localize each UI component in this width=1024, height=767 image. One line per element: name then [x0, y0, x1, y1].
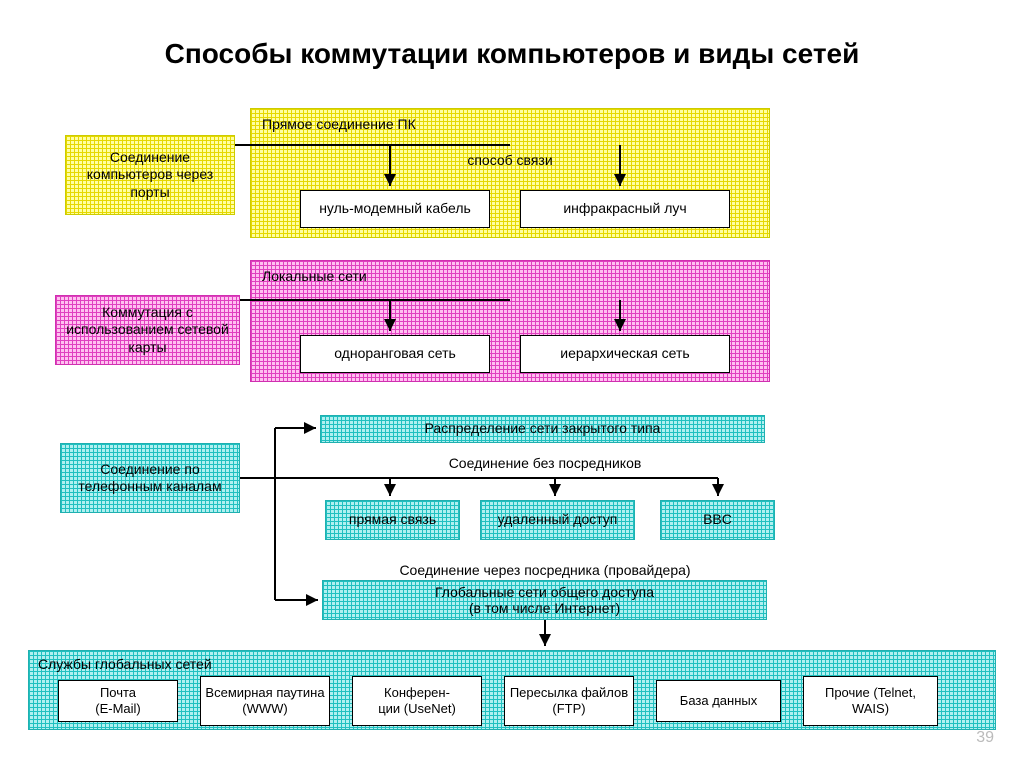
box-infrared: инфракрасный луч — [520, 190, 730, 228]
service-other-label: Прочие (Telnet, WAIS) — [808, 685, 933, 718]
box-ports-connection-label: Соединение компьютеров через порты — [70, 149, 230, 202]
label-via-provider: Соединение через посредника (провайдера) — [330, 562, 760, 578]
box-closed-network: Распределение сети закрытого типа — [320, 415, 765, 443]
box-null-modem-label: нуль-модемный кабель — [319, 200, 471, 218]
box-global-networks-label: Глобальные сети общего доступа (в том чи… — [435, 584, 654, 616]
service-other: Прочие (Telnet, WAIS) — [803, 676, 938, 726]
service-www: Всемирная паутина (WWW) — [200, 676, 330, 726]
box-closed-network-label: Распределение сети закрытого типа — [425, 420, 661, 438]
box-direct-link: прямая связь — [325, 500, 460, 540]
box-infrared-label: инфракрасный луч — [563, 200, 686, 218]
box-remote-access: удаленный доступ — [480, 500, 635, 540]
box-hierarchical-network-label: иерархическая сеть — [560, 345, 689, 363]
service-ftp-label: Пересылка файлов (FTP) — [509, 685, 629, 718]
page-number: 39 — [976, 729, 994, 747]
service-email-label: Почта (E-Mail) — [95, 685, 141, 718]
service-ftp: Пересылка файлов (FTP) — [504, 676, 634, 726]
panel-global-services-title: Службы глобальных сетей — [38, 656, 212, 672]
box-phone-channels: Соединение по телефонным каналам — [60, 443, 240, 513]
service-usenet: Конферен- ции (UseNet) — [352, 676, 482, 726]
panel-direct-pc-title: Прямое соединение ПК — [262, 116, 416, 132]
box-peer-network-label: одноранговая сеть — [334, 345, 456, 363]
service-email: Почта (E-Mail) — [58, 680, 178, 722]
service-www-label: Всемирная паутина (WWW) — [205, 685, 325, 718]
label-no-intermediary: Соединение без посредников — [330, 455, 760, 471]
service-db-label: База данных — [680, 693, 757, 709]
service-db: База данных — [656, 680, 781, 722]
box-hierarchical-network: иерархическая сеть — [520, 335, 730, 373]
label-connection-method: способ связи — [420, 152, 600, 168]
box-phone-channels-label: Соединение по телефонным каналам — [65, 461, 235, 496]
service-usenet-label: Конферен- ции (UseNet) — [378, 685, 456, 718]
box-global-networks: Глобальные сети общего доступа (в том чи… — [322, 580, 767, 620]
box-remote-access-label: удаленный доступ — [498, 511, 618, 529]
box-network-card: Коммутация с использованием сетевой карт… — [55, 295, 240, 365]
box-direct-link-label: прямая связь — [349, 511, 436, 529]
box-null-modem: нуль-модемный кабель — [300, 190, 490, 228]
box-bbc-label: BBC — [703, 511, 732, 529]
box-network-card-label: Коммутация с использованием сетевой карт… — [60, 304, 235, 357]
box-bbc: BBC — [660, 500, 775, 540]
box-ports-connection: Соединение компьютеров через порты — [65, 135, 235, 215]
panel-local-networks-title: Локальные сети — [262, 268, 367, 284]
box-peer-network: одноранговая сеть — [300, 335, 490, 373]
page-title: Способы коммутации компьютеров и виды се… — [0, 38, 1024, 70]
